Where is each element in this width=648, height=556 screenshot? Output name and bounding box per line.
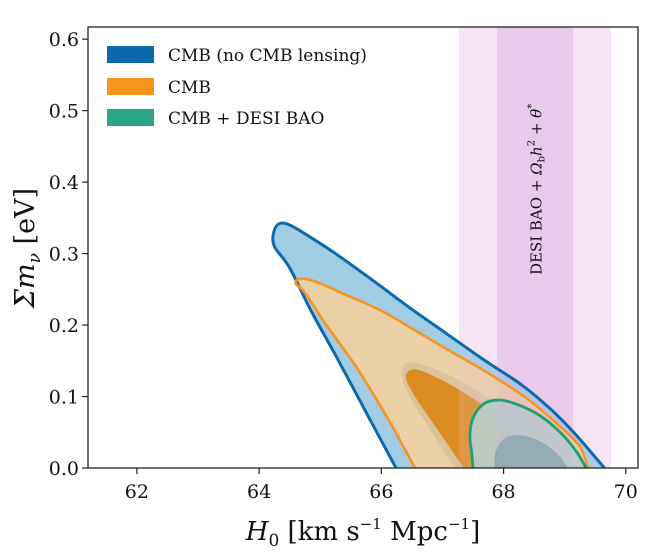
plot-frame xyxy=(87,26,639,469)
legend-label-cmb-desi-bao: CMB + DESI BAO xyxy=(168,109,324,129)
band-label-group: DESI BAO + Ωbh2 + θ* xyxy=(526,104,547,275)
x-tick-label: 66 xyxy=(369,481,393,503)
y-tick-label: 0.3 xyxy=(49,244,79,266)
x-tick-label: 64 xyxy=(247,481,271,503)
y-axis-label: Σmν [eV] xyxy=(10,188,45,309)
x-tick-label: 70 xyxy=(614,481,638,503)
x-tick-label: 68 xyxy=(491,481,515,503)
contour-cmb-desi-95-line xyxy=(468,398,588,468)
y-tick-label: 0.1 xyxy=(49,387,79,409)
y-tick-label: 0.6 xyxy=(49,29,79,51)
x-axis: 62 64 66 68 70 xyxy=(125,468,638,503)
legend-label-cmb: CMB xyxy=(168,78,211,98)
x-tick-label: 62 xyxy=(125,481,149,503)
legend: CMB (no CMB lensing) CMB CMB + DESI BAO xyxy=(107,46,367,129)
x-axis-label: H0 [km s−1 Mpc−1] xyxy=(245,515,480,551)
contour-cmb-no-lensing-95-line xyxy=(271,221,606,468)
band-label: DESI BAO + Ωbh2 + θ* xyxy=(526,104,547,275)
y-tick-label: 0.0 xyxy=(49,458,79,480)
y-tick-label: 0.2 xyxy=(49,315,79,337)
contour-cmb-95-line xyxy=(294,277,590,468)
y-tick-label: 0.4 xyxy=(49,172,79,194)
y-axis: 0.0 0.1 0.2 0.3 0.4 0.5 0.6 xyxy=(49,29,88,480)
contour-cmb-desi-68-fill xyxy=(494,435,568,468)
y-tick-label: 0.5 xyxy=(49,101,79,123)
legend-swatch-cmb-desi-bao xyxy=(107,109,154,126)
legend-swatch-cmb xyxy=(107,78,154,95)
contour-layer xyxy=(271,27,612,468)
legend-swatch-cmb-no-lensing xyxy=(107,46,154,63)
legend-label-cmb-no-lensing: CMB (no CMB lensing) xyxy=(168,46,367,66)
